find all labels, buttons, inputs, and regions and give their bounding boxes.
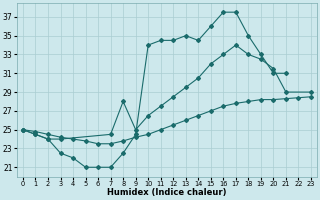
X-axis label: Humidex (Indice chaleur): Humidex (Indice chaleur) [107,188,227,197]
